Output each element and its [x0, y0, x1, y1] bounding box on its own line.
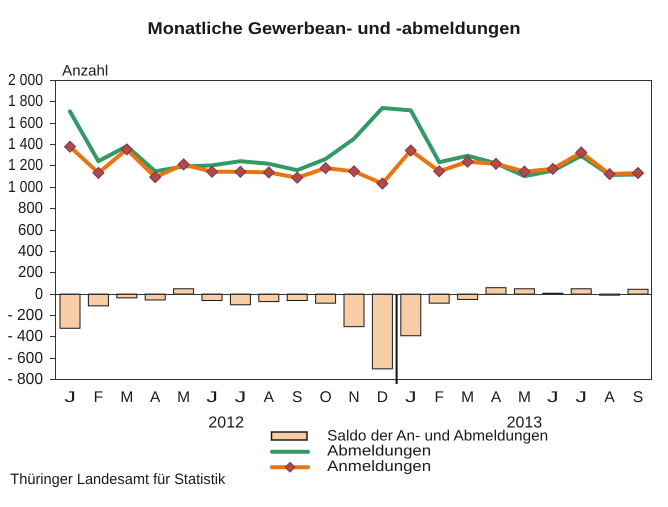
svg-text:O: O: [320, 389, 332, 406]
svg-text:M: M: [177, 389, 190, 406]
svg-text:A: A: [150, 389, 161, 406]
svg-text:J: J: [405, 389, 417, 406]
svg-text:M: M: [518, 389, 531, 406]
svg-text:Monatliche Gewerbean- und -abm: Monatliche Gewerbean- und -abmeldungen: [148, 19, 521, 38]
svg-text:1 600: 1 600: [8, 115, 43, 132]
svg-text:2 000: 2 000: [8, 72, 43, 89]
svg-text:M: M: [461, 389, 474, 406]
svg-text:A: A: [491, 389, 502, 406]
svg-text:- 600: - 600: [8, 350, 44, 367]
svg-text:1 400: 1 400: [8, 136, 43, 153]
svg-text:J: J: [547, 389, 559, 406]
svg-text:M: M: [120, 389, 133, 406]
svg-text:N: N: [348, 389, 359, 406]
svg-text:J: J: [575, 389, 587, 406]
svg-text:S: S: [633, 389, 643, 406]
svg-text:D: D: [377, 389, 388, 406]
svg-text:F: F: [94, 389, 103, 406]
svg-text:800: 800: [18, 200, 43, 217]
svg-text:600: 600: [18, 222, 43, 239]
svg-text:A: A: [264, 389, 275, 406]
svg-text:J: J: [64, 389, 76, 406]
svg-text:Thüringer Landesamt für Statis: Thüringer Landesamt für Statistik: [10, 471, 225, 488]
svg-text:1 200: 1 200: [8, 157, 43, 174]
svg-text:S: S: [292, 389, 302, 406]
svg-text:2012: 2012: [208, 415, 244, 432]
svg-text:Anzahl: Anzahl: [62, 62, 108, 79]
svg-text:Saldo der An- und Abmeldungen: Saldo der An- und Abmeldungen: [327, 428, 548, 445]
svg-text:1 000: 1 000: [8, 179, 43, 196]
svg-text:- 400: - 400: [8, 328, 44, 345]
svg-text:J: J: [206, 389, 218, 406]
svg-text:200: 200: [18, 264, 43, 281]
svg-text:400: 400: [18, 243, 43, 260]
svg-text:Abmeldungen: Abmeldungen: [327, 443, 431, 460]
svg-text:Anmeldungen: Anmeldungen: [327, 458, 431, 475]
svg-text:- 800: - 800: [8, 371, 44, 388]
svg-text:A: A: [604, 389, 615, 406]
svg-text:0: 0: [35, 286, 43, 303]
svg-text:1 800: 1 800: [8, 93, 43, 110]
svg-text:J: J: [235, 389, 247, 406]
svg-text:- 200: - 200: [8, 307, 44, 324]
svg-text:2013: 2013: [507, 415, 543, 432]
svg-text:F: F: [434, 389, 443, 406]
